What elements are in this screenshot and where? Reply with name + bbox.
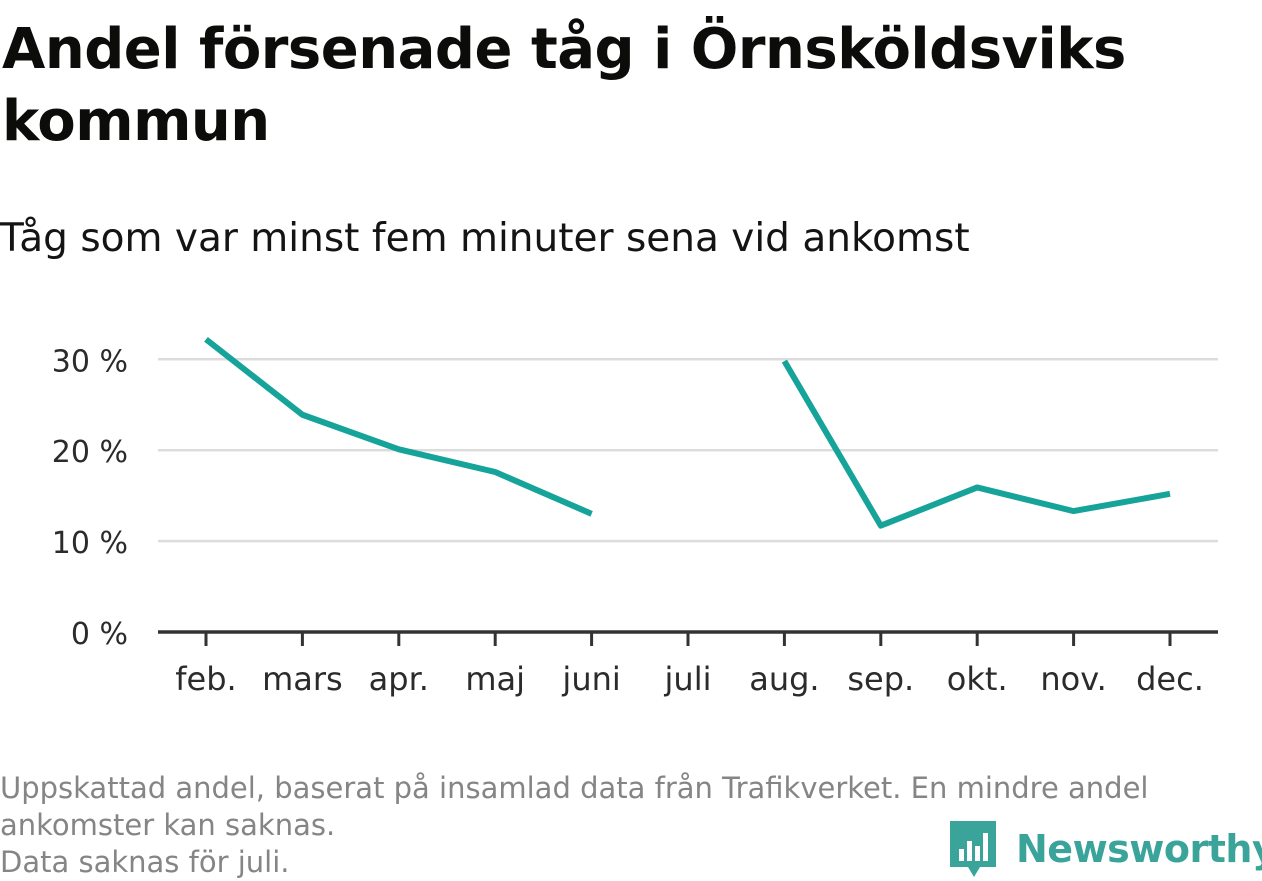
line-chart: 0 % 10 % 20 % 30 % feb. mars apr. maj juni juli au… [52, 336, 1218, 698]
x-tick-label: feb. [175, 660, 236, 698]
series-line-segment-1 [204, 336, 593, 517]
x-tick-label: sep. [847, 660, 914, 698]
chart-footer: Uppskattad andel, baserat på insamlad da… [0, 770, 1250, 881]
x-tick-label: juli [664, 660, 712, 698]
x-tick-label: okt. [947, 660, 1008, 698]
footer-note-line-3: Data saknas för juli. [0, 845, 290, 879]
x-tick-label: mars [262, 660, 343, 698]
bar-chart-speech-bubble-icon [950, 821, 996, 877]
y-tick-label: 30 % [52, 344, 128, 379]
brand-name: Newsworthy [1016, 827, 1262, 871]
chart-subtitle: Tåg som var minst fem minuter sena vid a… [0, 216, 970, 261]
x-tick-label: juni [561, 660, 620, 698]
x-tick-label: maj [465, 660, 525, 698]
x-tick-label: apr. [369, 660, 429, 698]
y-tick-label: 10 % [52, 526, 128, 561]
footer-note-line-2: ankomster kan saknas. [0, 808, 336, 842]
x-tick-label: dec. [1136, 660, 1204, 698]
y-tick-label: 0 % [71, 617, 128, 652]
newsworthy-logo: Newsworthy [950, 818, 1262, 880]
y-tick-label: 20 % [52, 435, 128, 470]
x-tick-label: nov. [1040, 660, 1106, 698]
chart-title: Andel försenade tåg i Örnsköldsviks komm… [2, 17, 1126, 154]
x-tick-label: aug. [749, 660, 819, 698]
series-line-segment-2 [781, 359, 1171, 529]
footer-note-line-1: Uppskattad andel, baserat på insamlad da… [0, 771, 1149, 805]
